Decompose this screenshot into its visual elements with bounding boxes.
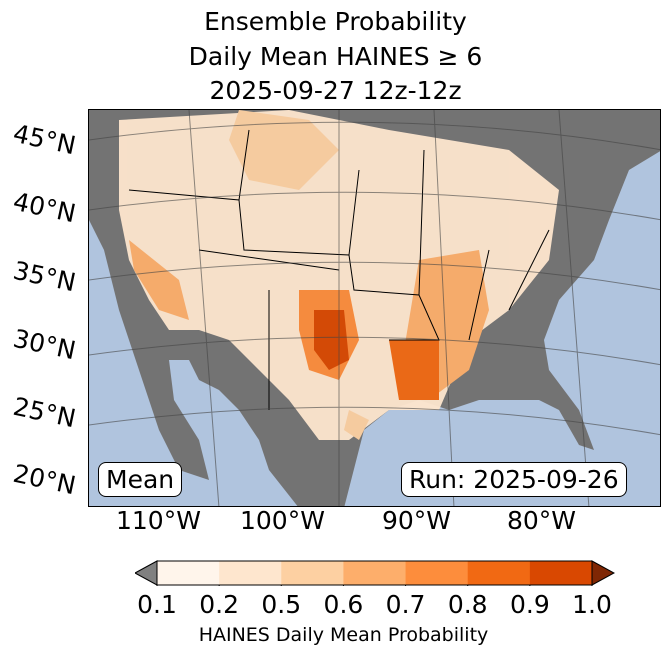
colorbar-segment: [343, 561, 407, 585]
colorbar-tick-label: 0.7: [385, 590, 426, 619]
colorbar-segment: [157, 561, 220, 585]
colorbar-over-arrow: [591, 560, 615, 586]
colorbar-segment: [467, 561, 531, 585]
lat-label-40: 40°N: [10, 186, 79, 229]
colorbar-segment: [405, 561, 469, 585]
colorbar-tick-label: 0.6: [323, 590, 364, 619]
run-label: Run: 2025-09-26: [401, 462, 627, 497]
colorbar-segment: [529, 561, 593, 585]
stat-label: Mean: [98, 462, 183, 497]
colorbar: [135, 560, 615, 586]
colorbar-tick-label: 0.8: [447, 590, 488, 619]
lat-label-35: 35°N: [10, 255, 79, 298]
colorbar-under-arrow: [135, 560, 158, 586]
title-line-2: Daily Mean HAINES ≥ 6: [188, 42, 483, 71]
graticule: [89, 110, 660, 506]
colorbar-segment: [281, 561, 344, 585]
colorbar-tick-label: 1.0: [572, 590, 612, 619]
lat-label-30: 30°N: [10, 323, 79, 366]
lon-label-110: 110°W: [116, 506, 201, 535]
colorbar-tick-label: 0.9: [509, 590, 550, 619]
title-line-1: Ensemble Probability: [204, 7, 467, 36]
state-borders: [128, 129, 550, 410]
colorbar-frame: [156, 560, 593, 586]
colorbar-segment: [219, 561, 282, 585]
lon-label-80: 80°W: [507, 506, 577, 535]
colorbar-label: HAINES Daily Mean Probability: [198, 624, 489, 646]
colorbar-tick-label: 0.5: [261, 590, 302, 619]
title-line-3: 2025-09-27 12z-12z: [209, 76, 462, 105]
probability-map: Mean Run: 2025-09-26: [88, 109, 661, 507]
map-canvas: [89, 110, 660, 506]
colorbar-tick-label: 0.2: [199, 590, 240, 619]
colorbar-tick-label: 0.1: [137, 590, 177, 619]
lat-label-45: 45°N: [10, 118, 79, 161]
lat-label-25: 25°N: [10, 391, 79, 434]
lon-label-90: 90°W: [382, 506, 452, 535]
lat-label-20: 20°N: [10, 458, 79, 501]
lon-label-100: 100°W: [240, 506, 325, 535]
